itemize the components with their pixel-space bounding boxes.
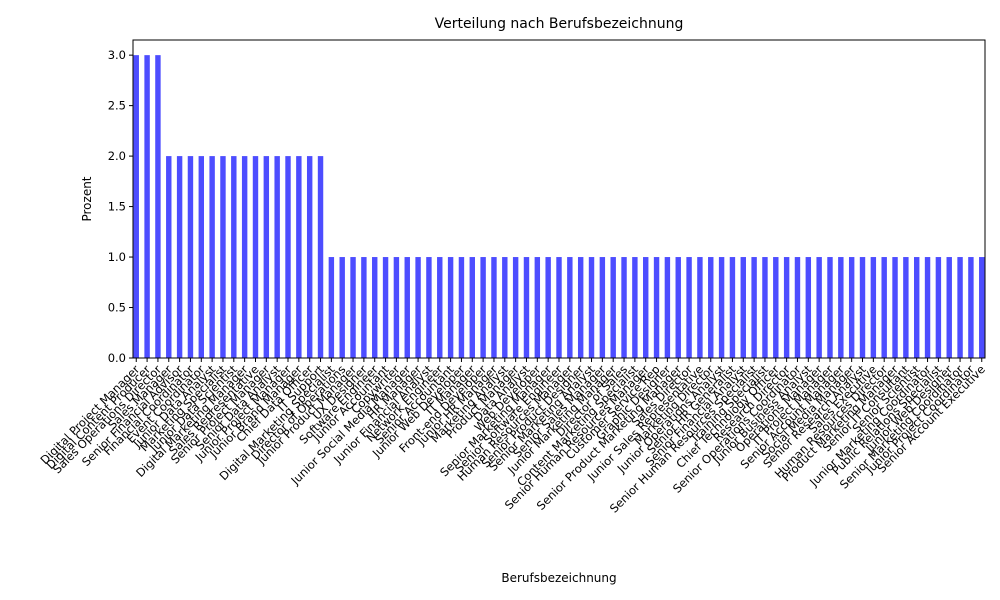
bar xyxy=(588,257,595,358)
bar xyxy=(523,257,530,358)
bar xyxy=(241,156,248,358)
bar xyxy=(317,156,324,358)
bar xyxy=(512,257,519,358)
bar xyxy=(534,257,541,358)
bar xyxy=(502,257,508,358)
plot-frame xyxy=(132,39,986,359)
bar xyxy=(859,257,866,358)
bar xyxy=(296,156,302,358)
bar xyxy=(458,257,465,358)
bar xyxy=(957,257,963,358)
bar xyxy=(480,257,486,358)
y-tick-label: 2.0 xyxy=(108,149,126,163)
y-tick-label: 0.0 xyxy=(108,351,126,365)
bar xyxy=(393,257,400,358)
bar xyxy=(783,257,790,358)
chart-title: Verteilung nach Berufsbezeichnung xyxy=(435,16,684,32)
bar xyxy=(827,257,833,358)
bar xyxy=(350,257,356,358)
bar xyxy=(632,257,638,358)
bar xyxy=(935,257,942,358)
bar xyxy=(404,257,410,358)
bar xyxy=(870,257,877,358)
bar xyxy=(187,156,194,358)
bar xyxy=(664,257,671,358)
bar xyxy=(805,257,812,358)
bar xyxy=(838,257,844,358)
bar xyxy=(577,257,584,358)
bar xyxy=(924,257,931,358)
bar xyxy=(361,257,367,358)
bar xyxy=(231,156,237,358)
bar xyxy=(209,156,215,358)
bar xyxy=(144,55,150,359)
y-tick-label: 1.0 xyxy=(108,250,126,264)
bar xyxy=(166,156,172,358)
bar xyxy=(252,156,259,358)
y-tick-label: 2.5 xyxy=(108,99,126,113)
bar xyxy=(718,257,725,358)
bar xyxy=(545,257,551,358)
bar xyxy=(848,257,855,358)
bar xyxy=(328,257,335,358)
x-axis-label: Berufsbezeichnung xyxy=(501,571,616,585)
bar xyxy=(729,257,736,358)
bar xyxy=(437,257,443,358)
bar xyxy=(979,257,985,358)
y-axis-label: Prozent xyxy=(80,176,94,221)
bar xyxy=(643,257,649,358)
bar xyxy=(426,257,432,358)
bar xyxy=(773,257,779,358)
y-tick-label: 3.0 xyxy=(108,48,126,62)
bar xyxy=(155,55,161,359)
bar xyxy=(968,257,974,358)
bar xyxy=(653,257,660,358)
bar xyxy=(946,257,952,358)
bar xyxy=(372,257,378,358)
bar xyxy=(556,257,562,358)
bar xyxy=(621,257,627,358)
bar xyxy=(881,257,887,358)
bar xyxy=(198,156,204,358)
bar xyxy=(469,257,475,358)
bar xyxy=(274,156,280,358)
bar xyxy=(567,257,573,358)
bar xyxy=(263,156,270,358)
bar xyxy=(339,257,345,358)
bar xyxy=(382,257,389,358)
bar xyxy=(610,257,616,358)
bar xyxy=(599,257,606,358)
y-tick-label: 1.5 xyxy=(108,200,126,214)
bar xyxy=(285,156,291,358)
bar xyxy=(903,257,909,358)
y-tick-label: 0.5 xyxy=(108,301,126,315)
bar xyxy=(306,156,313,358)
bar xyxy=(697,257,703,358)
bar xyxy=(914,257,920,358)
bar xyxy=(751,257,757,358)
bar xyxy=(762,257,768,358)
bar xyxy=(415,257,421,358)
bar xyxy=(447,257,454,358)
bar xyxy=(675,257,681,358)
bar xyxy=(491,257,497,358)
bar xyxy=(892,257,898,358)
bar xyxy=(220,156,226,358)
bar xyxy=(794,257,801,358)
bar xyxy=(176,156,183,358)
bar xyxy=(816,257,822,358)
bar xyxy=(708,257,714,358)
bar xyxy=(740,257,746,358)
bar xyxy=(133,55,139,359)
bar xyxy=(686,257,692,358)
